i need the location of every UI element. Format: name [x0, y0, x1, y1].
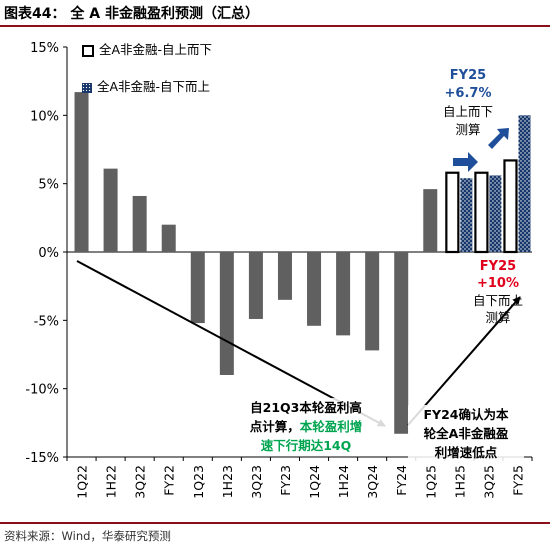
legend-item-topdown: 全A非金融-自上而下 [82, 40, 212, 61]
fy25-topdown-label: FY25 [449, 68, 487, 83]
bar-topdown-3Q25 [474, 171, 489, 254]
x-tick-label: 1Q25 [423, 465, 438, 499]
bar-history-3Q23 [248, 252, 263, 319]
y-tick-label: 10% [30, 109, 59, 124]
bar-bottomup-FY25 [518, 115, 531, 252]
legend-label-topdown: 全A非金融-自上而下 [99, 42, 213, 57]
downturn-line1: 自21Q3本轮盈利高 [250, 400, 362, 415]
bar-history-3Q24 [365, 252, 380, 351]
source-note: 资料来源：Wind，华泰研究预测 [4, 529, 171, 543]
y-tick-label: 15% [30, 41, 59, 56]
y-tick-label: 5% [38, 178, 59, 193]
x-tick-label: 1H25 [452, 465, 467, 498]
legend-swatch-dotted [82, 82, 92, 93]
bar-history-3Q22 [132, 195, 147, 252]
x-tick-label: 1H22 [104, 465, 119, 498]
x-tick-label: FY23 [278, 465, 293, 496]
x-tick-label: 3Q22 [133, 465, 148, 499]
y-tick-label: -5% [34, 314, 59, 329]
x-tick-label: 1H23 [220, 465, 235, 498]
trough-line3: 利增速低点 [434, 445, 498, 460]
fy25-bottomup-calc: 测算 [485, 310, 511, 325]
trough-note: FY24确认为本 轮全A非金融盈 利增速低点 [408, 405, 524, 462]
downturn-line2-black: 点计算， [249, 419, 300, 434]
fy25-topdown-value: +6.7% [444, 86, 492, 101]
fy25-bottomup-method: 自下而上 [472, 293, 523, 308]
bar-topdown-1H25 [445, 171, 460, 254]
fy25-topdown-calc: 测算 [455, 122, 481, 137]
bar-history-FY24 [394, 252, 409, 434]
bar-history-1Q22 [74, 92, 89, 252]
x-tick-label: 1Q23 [191, 465, 206, 499]
fy25-topdown-method: 自上而下 [442, 104, 493, 119]
legend-swatch-hollow [82, 44, 94, 57]
top-right-block-arrow [453, 152, 478, 172]
x-tick-label: 3Q23 [249, 465, 264, 499]
bar-history-1Q25 [423, 189, 438, 252]
bar-history-1H24 [336, 252, 351, 336]
downturn-line2: 点计算，本轮盈利增 [222, 417, 390, 436]
fy25-bottomup-value: +10% [476, 276, 519, 291]
title-divider [0, 25, 550, 27]
bar-topdown-FY25 [503, 159, 518, 254]
x-tick-label: FY24 [394, 465, 409, 496]
x-tick-label: 3Q25 [481, 465, 496, 499]
legend-item-bottomup: 全A非金融-自下而上 [82, 77, 212, 98]
fy25-bottomup-label: FY25 [479, 259, 517, 274]
bar-history-1Q23 [190, 252, 205, 324]
bar-history-1H23 [219, 252, 234, 375]
uptrend-arrow [407, 296, 521, 426]
figure-header: 图表44： 全 A 非金融盈利预测（汇总） [0, 0, 550, 27]
legend-label-bottomup: 全A非金融-自下而上 [97, 79, 211, 94]
bar-history-FY23 [277, 252, 292, 300]
bar-bottomup-1H25 [460, 178, 473, 252]
x-tick-label: 1Q24 [307, 465, 322, 499]
bar-history-FY22 [161, 224, 176, 252]
fy25-topdown-note: FY25 +6.7% 自上而下 测算 [425, 67, 511, 139]
bars-layer [74, 92, 531, 434]
y-tick-label: -10% [25, 383, 59, 398]
figure-title: 图表44： 全 A 非金融盈利预测（汇总） [4, 6, 259, 22]
y-tick-label: 0% [38, 246, 59, 261]
legend: 全A非金融-自上而下 全A非金融-自下而上 [82, 40, 212, 98]
trough-line1: FY24确认为本 [423, 407, 509, 422]
y-tick-label: -15% [25, 451, 59, 466]
x-tick-label: FY22 [162, 465, 177, 496]
bar-history-1Q24 [307, 252, 322, 326]
x-tick-label: FY25 [510, 465, 525, 496]
downturn-line3: 速下行期达14Q [260, 438, 352, 453]
x-tick-label: 1H24 [336, 465, 351, 498]
x-tick-label: 3Q24 [365, 465, 380, 499]
bar-bottomup-3Q25 [489, 175, 502, 252]
bar-history-1H22 [103, 168, 118, 252]
source-divider [0, 522, 550, 524]
fy25-bottomup-note: FY25 +10% 自下而上 测算 [455, 258, 541, 326]
trough-line2: 轮全A非金融盈 [423, 426, 509, 441]
downturn-line2-green: 本轮盈利增 [299, 419, 363, 434]
x-tick-label: 1Q22 [75, 465, 90, 499]
downturn-note: 自21Q3本轮盈利高 点计算，本轮盈利增 速下行期达14Q [222, 398, 390, 455]
top-far-right-block-arrow [488, 128, 509, 149]
